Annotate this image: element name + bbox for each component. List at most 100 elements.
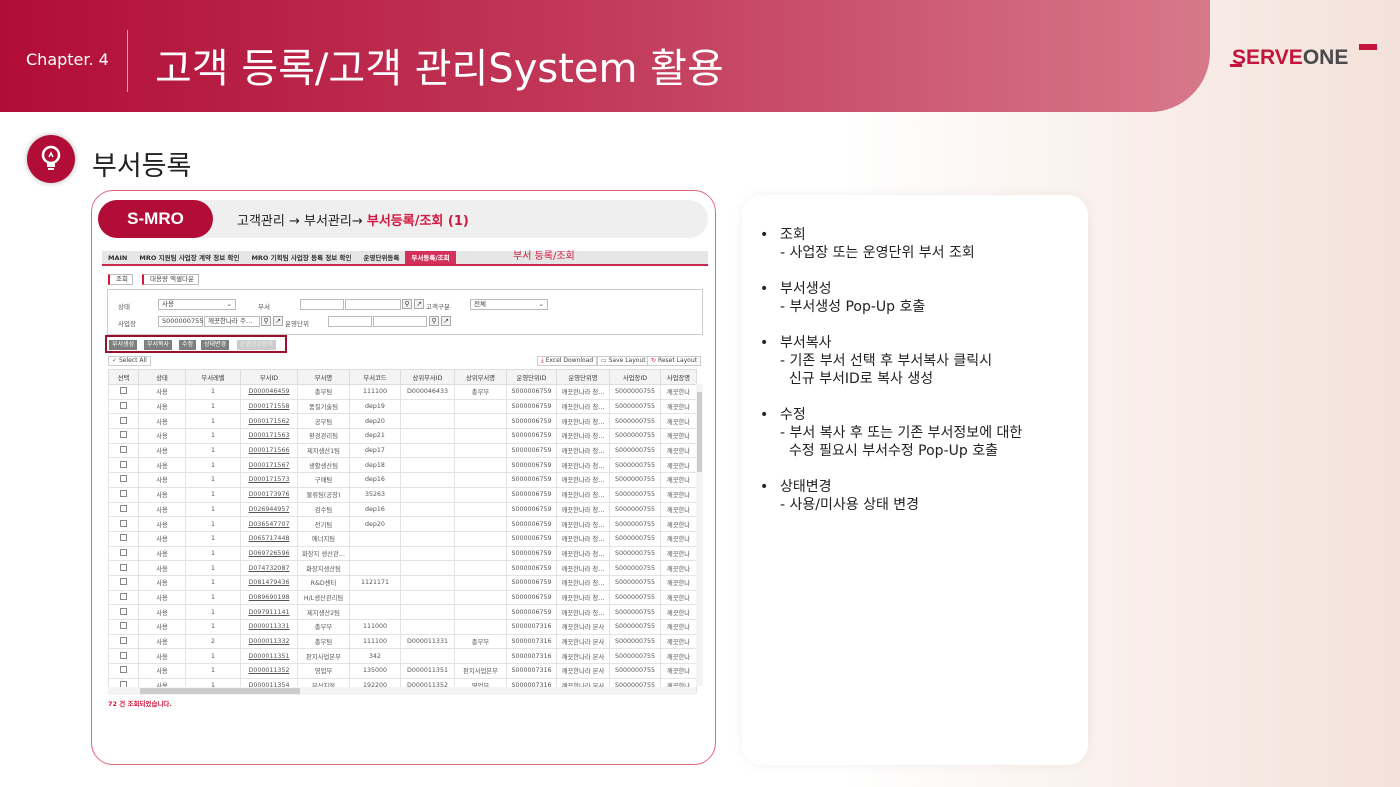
excel-download-button[interactable]: ⤓ Excel Download [537, 356, 598, 366]
select-cell[interactable] [108, 633, 139, 650]
column-header[interactable]: 사업장명 [660, 369, 697, 385]
select-cell[interactable] [108, 663, 139, 679]
column-header[interactable]: 부서ID [240, 369, 298, 385]
table-row[interactable]: 사용 1 D074732087 화장지생산팀 S000006759 깨끗한나라 청… S00… [108, 560, 697, 576]
search-button[interactable]: 조회 [108, 274, 133, 285]
bulk-excel-download-button[interactable]: 대용량 엑셀다운 [142, 274, 199, 285]
site-id-input[interactable]: S000000755 [158, 316, 203, 327]
dept-id-link[interactable]: D074732087 [240, 560, 298, 576]
select-all-button[interactable]: ✓ Select All [108, 356, 151, 366]
reset-layout-button[interactable]: ↻ Reset Layout [647, 356, 702, 366]
tab-item[interactable]: 운영단위등록 [363, 254, 400, 262]
dept-id-link[interactable]: D069726596 [240, 545, 298, 562]
column-header[interactable]: 상위부서명 [454, 369, 507, 385]
horizontal-scrollbar[interactable] [108, 687, 696, 695]
dept-id-link[interactable]: D000011351 [240, 648, 298, 665]
table-row[interactable]: 사용 1 D000011331 총무부 111000 S000007316 깨끗한나라 본사… [108, 619, 697, 635]
row-checkbox[interactable] [120, 592, 127, 600]
row-checkbox[interactable] [120, 475, 127, 483]
clear-icon[interactable]: ↗ [273, 316, 283, 326]
search-icon[interactable]: ⚲ [261, 316, 271, 326]
table-row[interactable]: 사용 1 D069726596 화장지 생산관… S000006759 깨끗한나라 청… S… [108, 545, 697, 562]
row-checkbox[interactable] [120, 446, 127, 454]
dept-id-link[interactable]: D026944957 [240, 501, 298, 518]
row-checkbox[interactable] [120, 402, 127, 410]
select-cell[interactable] [108, 442, 139, 459]
custtype-select[interactable]: 전체 ⌄ [470, 299, 548, 310]
row-checkbox[interactable] [120, 431, 127, 439]
table-row[interactable]: 사용 1 D000011351 판지사업본부 342 S000007316 깨끗한나라 본사… [108, 648, 697, 665]
select-cell[interactable] [108, 398, 139, 415]
opunit-name-input[interactable] [373, 316, 427, 327]
table-row[interactable]: 사용 1 D026944957 검수팀 dep16 S000006759 깨끗한나라 청… S… [108, 501, 697, 518]
select-cell[interactable] [108, 604, 139, 620]
dept-id-link[interactable]: D000171558 [240, 398, 298, 415]
select-cell[interactable] [108, 413, 139, 430]
create-dept-button[interactable]: 부서생성 [109, 340, 138, 350]
table-row[interactable]: 사용 1 D000011352 영업부 135000 D000011351 판지사업본부 S0… [108, 663, 697, 679]
row-checkbox[interactable] [120, 607, 127, 615]
select-cell[interactable] [108, 619, 139, 635]
select-cell[interactable] [108, 589, 139, 606]
row-checkbox[interactable] [120, 666, 127, 674]
save-layout-button[interactable]: ▭ Save Layout [597, 356, 650, 366]
column-header[interactable]: 선택 [108, 369, 139, 385]
row-checkbox[interactable] [120, 519, 127, 527]
column-header[interactable]: 운영단위명 [556, 369, 610, 385]
column-header[interactable]: 사업장ID [609, 369, 661, 385]
table-row[interactable]: 사용 1 D000171567 생활생산팀 dep18 S000006759 깨끗한나라 청… [108, 457, 697, 474]
table-row[interactable]: 사용 1 D000171573 구매팀 dep16 S000006759 깨끗한나라 청… S… [108, 472, 697, 488]
dept-id-link[interactable]: D081479436 [240, 574, 298, 591]
dept-id-link[interactable]: D000171573 [240, 472, 298, 488]
edit-button[interactable]: 수정 [179, 340, 197, 350]
column-header[interactable]: 운영단위ID [506, 369, 557, 385]
dept-id-link[interactable]: D000171566 [240, 442, 298, 459]
select-cell[interactable] [108, 486, 139, 503]
table-row[interactable]: 사용 2 D000011332 총무팀 111100 D000011331 총무부 S0000… [108, 633, 697, 650]
select-cell[interactable] [108, 574, 139, 591]
select-cell[interactable] [108, 501, 139, 518]
table-row[interactable]: 사용 1 D097911141 제지생산2팀 S000006759 깨끗한나라 청… S00… [108, 604, 697, 620]
select-cell[interactable] [108, 516, 139, 532]
table-row[interactable]: 사용 1 D000171563 환경관리팀 dep21 S000006759 깨끗한나라 청… [108, 428, 697, 444]
select-cell[interactable] [108, 428, 139, 444]
row-checkbox[interactable] [120, 637, 127, 645]
row-checkbox[interactable] [120, 651, 127, 659]
dept-id-link[interactable]: D089690198 [240, 589, 298, 606]
dept-id-link[interactable]: D000171567 [240, 457, 298, 474]
select-cell[interactable] [108, 457, 139, 474]
dept-id-link[interactable]: D036547707 [240, 516, 298, 532]
dept-id-link[interactable]: D000011332 [240, 633, 298, 650]
change-status-button[interactable]: 상태변경 [201, 340, 230, 350]
column-header[interactable]: 부서명 [297, 369, 350, 385]
tab-item[interactable]: 부서등록/조회 [405, 251, 456, 264]
row-checkbox[interactable] [120, 534, 127, 542]
select-cell[interactable] [108, 648, 139, 665]
select-cell[interactable] [108, 545, 139, 562]
dept-id-link[interactable]: D000011352 [240, 663, 298, 679]
copy-dept-button[interactable]: 부서복사 [144, 340, 173, 350]
table-row[interactable]: 사용 1 D000173976 물류팀(공장) 35263 S000006759 깨끗한나라… [108, 486, 697, 503]
table-row[interactable]: 사용 1 D089690198 H/L생산관리팀 S000006759 깨끗한나라 청… S… [108, 589, 697, 606]
row-checkbox[interactable] [120, 460, 127, 468]
clear-icon[interactable]: ↗ [441, 316, 451, 326]
opunit-id-input[interactable] [328, 316, 372, 327]
row-checkbox[interactable] [120, 578, 127, 586]
dept-id-link[interactable]: D000046459 [240, 384, 298, 400]
table-row[interactable]: 사용 1 D000171562 공무팀 dep20 S000006759 깨끗한나라 청… S… [108, 413, 697, 430]
row-checkbox[interactable] [120, 548, 127, 556]
select-cell[interactable] [108, 560, 139, 576]
table-row[interactable]: 사용 1 D000171566 제지생산1팀 dep17 S000006759 깨끗한나라 … [108, 442, 697, 459]
column-header[interactable]: 부서레벨 [185, 369, 241, 385]
status-select[interactable]: 사용 ⌄ [158, 299, 236, 310]
register-opunit-button[interactable]: 운영단위등록 [237, 340, 277, 350]
tab-item[interactable]: MAIN [108, 254, 128, 262]
search-icon[interactable]: ⚲ [402, 299, 412, 309]
row-checkbox[interactable] [120, 416, 127, 424]
tab-item[interactable]: MRO 기획팀 사업장 등록 정보 확인 [251, 254, 352, 262]
table-row[interactable]: 사용 1 D036547707 전기팀 dep20 S000006759 깨끗한나라 청… S… [108, 516, 697, 532]
table-row[interactable]: 사용 1 D081479436 R&D센터 1121171 S000006759 깨끗한나라… [108, 574, 697, 591]
row-checkbox[interactable] [120, 563, 127, 571]
column-header[interactable]: 상위부서ID [400, 369, 455, 385]
site-name-input[interactable]: 깨끗한나라 주… [204, 316, 260, 327]
